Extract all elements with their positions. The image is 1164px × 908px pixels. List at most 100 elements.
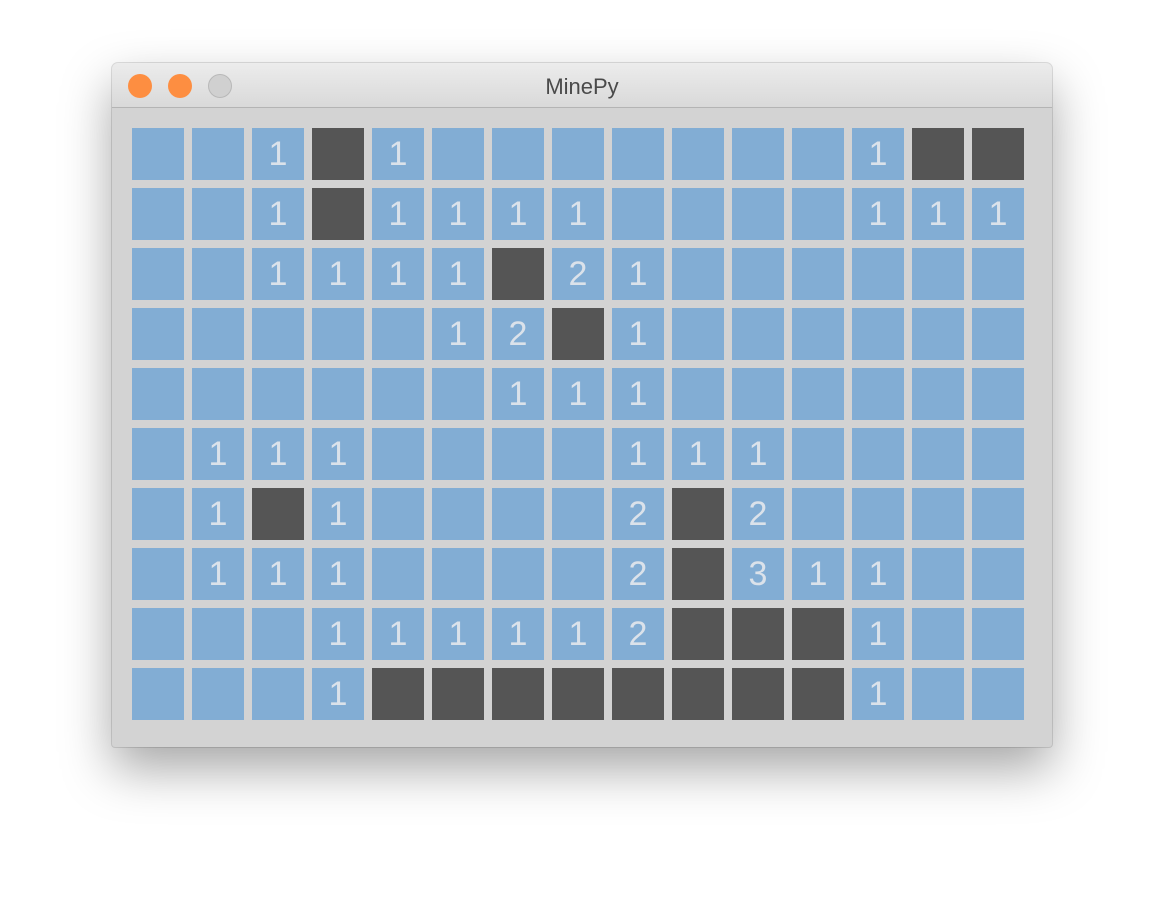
revealed-cell[interactable] xyxy=(132,488,184,540)
revealed-cell[interactable] xyxy=(552,548,604,600)
revealed-cell[interactable] xyxy=(972,608,1024,660)
revealed-cell[interactable] xyxy=(432,428,484,480)
revealed-cell[interactable]: 1 xyxy=(192,548,244,600)
unrevealed-cell[interactable] xyxy=(792,608,844,660)
revealed-cell[interactable]: 1 xyxy=(492,608,544,660)
revealed-cell[interactable]: 1 xyxy=(312,548,364,600)
revealed-cell[interactable] xyxy=(612,188,664,240)
revealed-cell[interactable]: 1 xyxy=(372,608,424,660)
revealed-cell[interactable]: 1 xyxy=(852,548,904,600)
revealed-cell[interactable] xyxy=(912,368,964,420)
revealed-cell[interactable]: 1 xyxy=(312,428,364,480)
revealed-cell[interactable] xyxy=(732,188,784,240)
revealed-cell[interactable] xyxy=(912,488,964,540)
revealed-cell[interactable] xyxy=(792,428,844,480)
revealed-cell[interactable]: 1 xyxy=(432,608,484,660)
revealed-cell[interactable] xyxy=(372,488,424,540)
revealed-cell[interactable]: 1 xyxy=(372,248,424,300)
revealed-cell[interactable] xyxy=(192,308,244,360)
revealed-cell[interactable]: 1 xyxy=(252,188,304,240)
unrevealed-cell[interactable] xyxy=(552,308,604,360)
revealed-cell[interactable] xyxy=(792,308,844,360)
revealed-cell[interactable] xyxy=(912,548,964,600)
revealed-cell[interactable] xyxy=(972,368,1024,420)
unrevealed-cell[interactable] xyxy=(312,128,364,180)
revealed-cell[interactable] xyxy=(552,428,604,480)
unrevealed-cell[interactable] xyxy=(492,668,544,720)
revealed-cell[interactable] xyxy=(132,428,184,480)
unrevealed-cell[interactable] xyxy=(672,668,724,720)
revealed-cell[interactable] xyxy=(732,308,784,360)
revealed-cell[interactable] xyxy=(912,428,964,480)
revealed-cell[interactable]: 1 xyxy=(612,308,664,360)
revealed-cell[interactable]: 1 xyxy=(552,368,604,420)
revealed-cell[interactable] xyxy=(432,128,484,180)
revealed-cell[interactable]: 1 xyxy=(852,608,904,660)
revealed-cell[interactable]: 1 xyxy=(312,488,364,540)
revealed-cell[interactable] xyxy=(972,308,1024,360)
revealed-cell[interactable]: 2 xyxy=(612,548,664,600)
revealed-cell[interactable] xyxy=(192,188,244,240)
revealed-cell[interactable]: 2 xyxy=(612,608,664,660)
minimize-button[interactable] xyxy=(168,74,192,98)
revealed-cell[interactable]: 1 xyxy=(252,248,304,300)
revealed-cell[interactable] xyxy=(192,608,244,660)
revealed-cell[interactable] xyxy=(372,428,424,480)
revealed-cell[interactable] xyxy=(372,308,424,360)
revealed-cell[interactable] xyxy=(192,128,244,180)
revealed-cell[interactable]: 1 xyxy=(372,188,424,240)
unrevealed-cell[interactable] xyxy=(492,248,544,300)
revealed-cell[interactable] xyxy=(492,128,544,180)
revealed-cell[interactable]: 3 xyxy=(732,548,784,600)
revealed-cell[interactable]: 1 xyxy=(432,248,484,300)
unrevealed-cell[interactable] xyxy=(552,668,604,720)
revealed-cell[interactable] xyxy=(192,668,244,720)
revealed-cell[interactable] xyxy=(492,428,544,480)
revealed-cell[interactable]: 1 xyxy=(672,428,724,480)
revealed-cell[interactable]: 1 xyxy=(552,188,604,240)
revealed-cell[interactable] xyxy=(492,548,544,600)
revealed-cell[interactable] xyxy=(732,368,784,420)
zoom-button[interactable] xyxy=(208,74,232,98)
revealed-cell[interactable] xyxy=(912,248,964,300)
revealed-cell[interactable] xyxy=(912,608,964,660)
revealed-cell[interactable]: 1 xyxy=(912,188,964,240)
unrevealed-cell[interactable] xyxy=(672,608,724,660)
unrevealed-cell[interactable] xyxy=(432,668,484,720)
unrevealed-cell[interactable] xyxy=(732,608,784,660)
revealed-cell[interactable]: 1 xyxy=(432,308,484,360)
revealed-cell[interactable] xyxy=(672,128,724,180)
revealed-cell[interactable]: 2 xyxy=(612,488,664,540)
revealed-cell[interactable] xyxy=(132,128,184,180)
revealed-cell[interactable] xyxy=(912,668,964,720)
revealed-cell[interactable] xyxy=(132,548,184,600)
revealed-cell[interactable]: 1 xyxy=(252,428,304,480)
revealed-cell[interactable] xyxy=(372,368,424,420)
unrevealed-cell[interactable] xyxy=(372,668,424,720)
revealed-cell[interactable]: 1 xyxy=(612,368,664,420)
revealed-cell[interactable] xyxy=(132,308,184,360)
unrevealed-cell[interactable] xyxy=(252,488,304,540)
revealed-cell[interactable]: 1 xyxy=(192,488,244,540)
revealed-cell[interactable] xyxy=(672,308,724,360)
revealed-cell[interactable]: 1 xyxy=(852,668,904,720)
revealed-cell[interactable]: 1 xyxy=(432,188,484,240)
revealed-cell[interactable] xyxy=(852,308,904,360)
revealed-cell[interactable]: 1 xyxy=(612,428,664,480)
revealed-cell[interactable] xyxy=(792,368,844,420)
revealed-cell[interactable] xyxy=(432,548,484,600)
revealed-cell[interactable]: 1 xyxy=(312,668,364,720)
revealed-cell[interactable] xyxy=(132,188,184,240)
title-bar[interactable]: MinePy xyxy=(112,63,1052,108)
revealed-cell[interactable] xyxy=(192,368,244,420)
revealed-cell[interactable] xyxy=(852,368,904,420)
revealed-cell[interactable] xyxy=(312,368,364,420)
revealed-cell[interactable] xyxy=(972,548,1024,600)
revealed-cell[interactable] xyxy=(792,248,844,300)
revealed-cell[interactable] xyxy=(672,188,724,240)
revealed-cell[interactable] xyxy=(252,608,304,660)
revealed-cell[interactable]: 1 xyxy=(252,548,304,600)
revealed-cell[interactable] xyxy=(432,368,484,420)
revealed-cell[interactable]: 1 xyxy=(492,368,544,420)
revealed-cell[interactable] xyxy=(852,428,904,480)
